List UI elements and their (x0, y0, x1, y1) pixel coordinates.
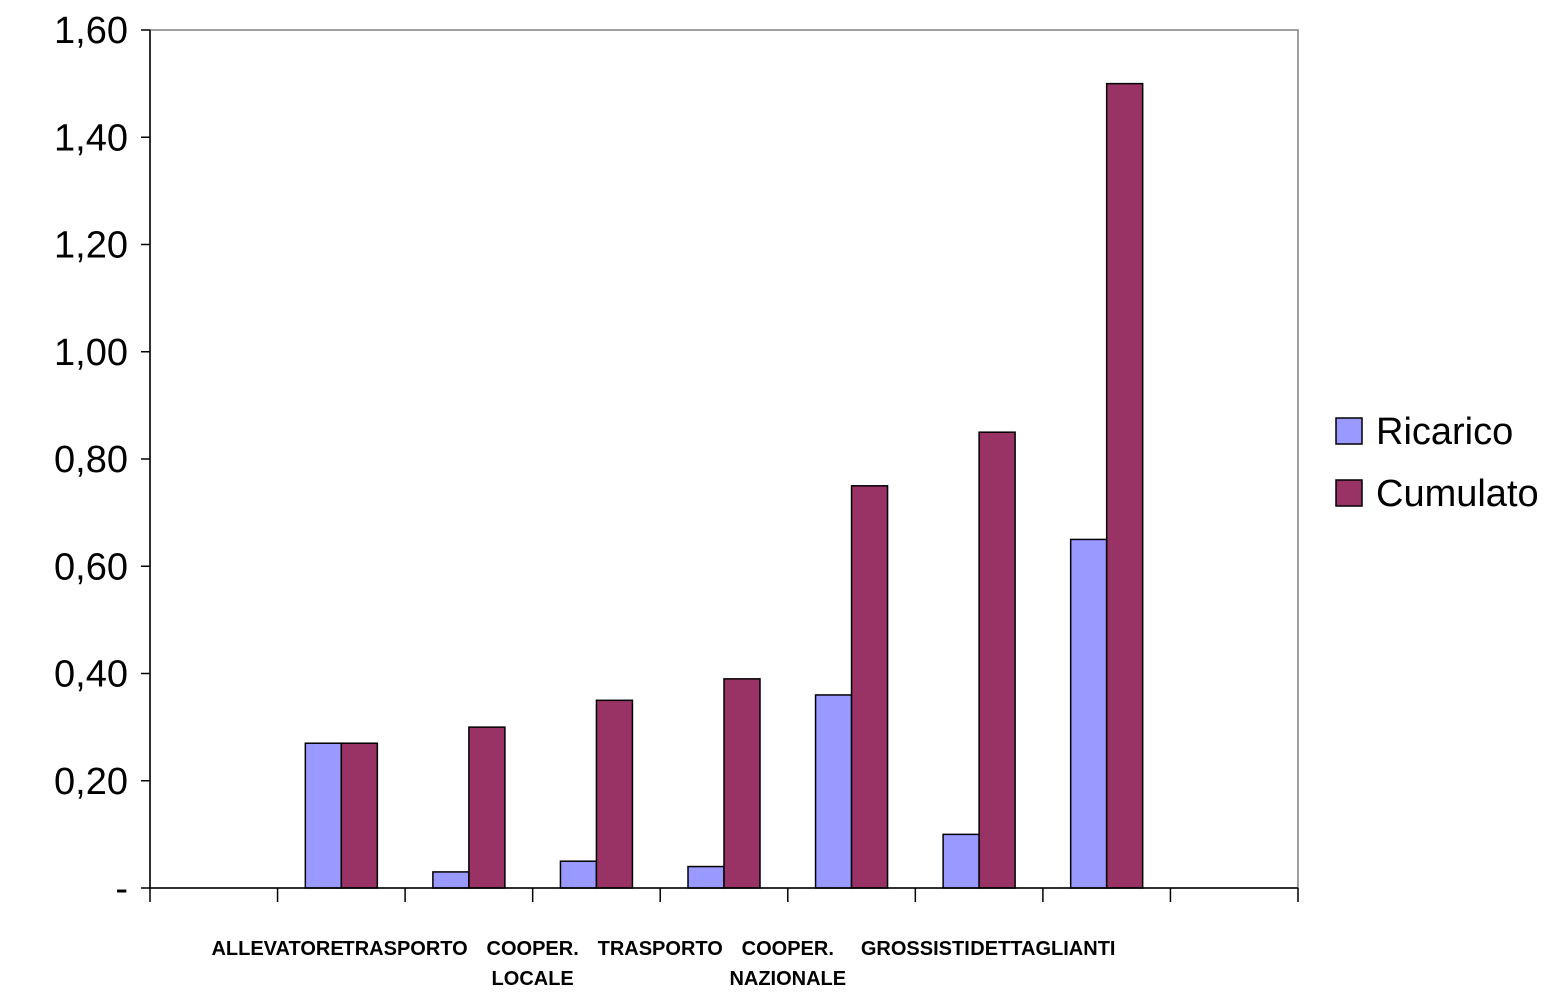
bar-cumulato (468, 726, 506, 889)
y-tick-label: 0,80 (54, 439, 128, 481)
y-tick-label: 0,40 (54, 654, 128, 696)
y-tick-label: 1,00 (54, 332, 128, 374)
x-tick-label: DETTAGLIANTI (970, 938, 1115, 960)
legend-label-ricarico: Ricarico (1376, 411, 1513, 453)
bar-cumulato (595, 699, 634, 889)
bar-cumulato (978, 431, 1016, 889)
bar-ricarico (432, 871, 470, 889)
y-tick-label: - (115, 868, 128, 910)
x-tick-label: NAZIONALE (729, 968, 846, 990)
bar-ricarico (304, 742, 343, 889)
bar-ricarico (687, 865, 725, 889)
y-tick-label: 1,20 (54, 225, 128, 267)
bar-cumulato (340, 742, 379, 889)
legend-label-cumulato: Cumulato (1376, 473, 1539, 515)
legend-swatch-cumulato (1335, 479, 1363, 507)
x-tick-label: COOPER. (487, 938, 579, 960)
legend-swatch-ricarico (1335, 417, 1363, 445)
bar-cumulato (1105, 82, 1144, 889)
y-tick-label: 1,40 (54, 117, 128, 159)
bar-cumulato (723, 678, 761, 889)
y-tick-label: 0,20 (54, 761, 128, 803)
y-tick-label: 1,60 (54, 10, 128, 52)
x-tick-label: TRASPORTO (598, 938, 723, 960)
bar-ricarico (559, 860, 598, 889)
x-tick-label: ALLEVATORE (211, 938, 343, 960)
y-tick-label: 0,60 (54, 546, 128, 588)
x-tick-label: GROSSISTI (861, 938, 970, 960)
bar-cumulato (850, 485, 889, 889)
bar-ricarico (942, 833, 980, 889)
x-tick-label: TRASPORTO (343, 938, 468, 960)
x-tick-label: LOCALE (492, 968, 574, 990)
bar-ricarico (1069, 538, 1108, 889)
x-tick-label: COOPER. (742, 938, 834, 960)
bar-ricarico (814, 694, 853, 889)
